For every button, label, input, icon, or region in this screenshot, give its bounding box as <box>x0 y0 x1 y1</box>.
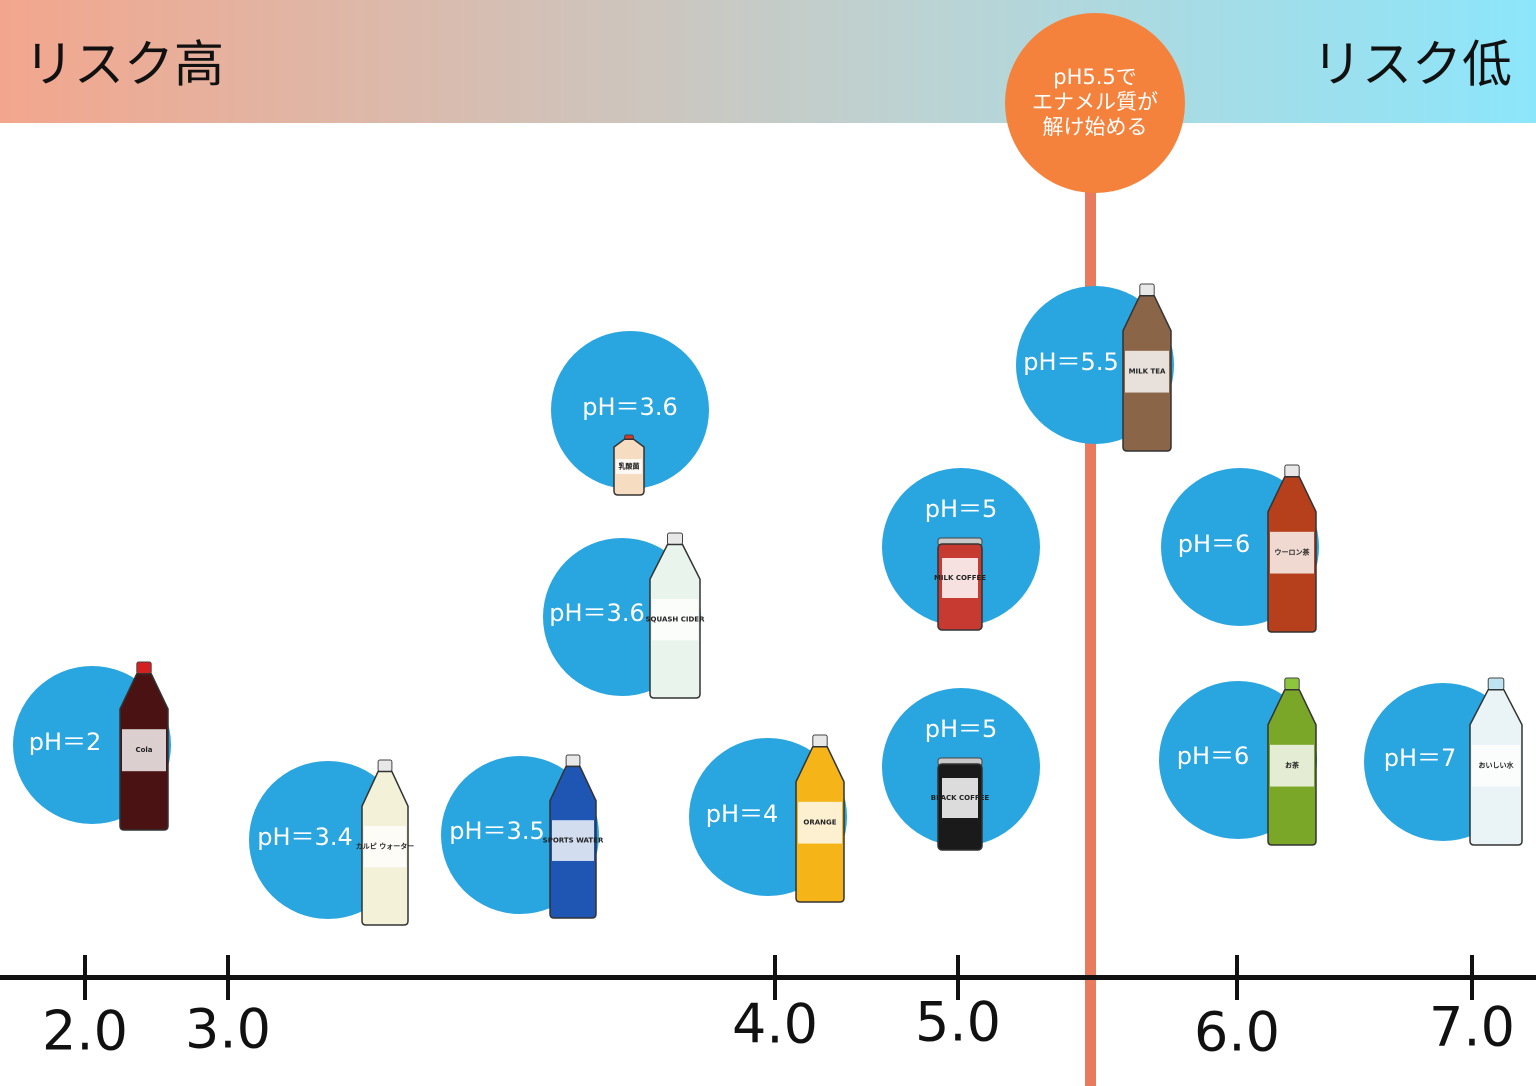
bottle-cap <box>377 759 393 773</box>
drink-item: Cola <box>119 661 169 831</box>
drink-brand: おいしい水 <box>1479 761 1515 770</box>
drink-brand: カルピ ウォーター <box>356 842 414 851</box>
axis-tick-label: 3.0 <box>185 998 271 1061</box>
axis-tick-label: 7.0 <box>1429 996 1515 1059</box>
drink-brand: SPORTS WATER <box>543 837 604 845</box>
drink-item: おいしい水 <box>1469 677 1523 846</box>
drink-circle <box>551 331 709 489</box>
drink-brand: 乳酸菌 <box>619 462 640 471</box>
bottle-label-bg <box>552 820 594 861</box>
drink-item: 乳酸菌 <box>613 434 645 496</box>
drink-brand: BLACK COFFEE <box>931 794 990 802</box>
bottle-label-bg <box>1472 744 1520 787</box>
axis-tick <box>956 955 960 1000</box>
bottle-cap <box>1284 464 1300 478</box>
header-left: リスク高 <box>24 36 224 94</box>
drink-ph-label: pH＝5 <box>925 495 998 523</box>
axis-tick-label: 6.0 <box>1194 1001 1280 1064</box>
drink-brand: ウーロン茶 <box>1275 548 1311 557</box>
drink-ph-label: pH＝5 <box>925 715 998 743</box>
drink-item: カルピ ウォーター <box>356 759 414 926</box>
bottle-label-bg <box>1270 744 1314 787</box>
drink-item: MILK TEA <box>1122 283 1172 452</box>
drink-brand: MILK COFFEE <box>934 574 986 582</box>
bottle-cap <box>1139 283 1155 297</box>
bottle-label-bg <box>1270 531 1314 574</box>
bottle-cap <box>565 754 581 767</box>
drink-ph-label: pH＝6 <box>1177 742 1250 770</box>
header-right: リスク低 <box>1312 36 1512 94</box>
can-label-bg <box>942 558 978 598</box>
bottle-label-bg <box>616 459 642 474</box>
drink-item: SQUASH CIDER <box>646 532 706 699</box>
drink-ph-label: pH＝2 <box>29 728 102 756</box>
drink-ph-label: pH＝6 <box>1178 530 1251 558</box>
drink-ph-label: pH＝5.5 <box>1023 348 1118 376</box>
bottle-label-bg <box>364 826 406 868</box>
axis-tick <box>226 955 230 1000</box>
axis-tick-label: 5.0 <box>915 991 1001 1054</box>
drink-item: ORANGE <box>795 734 845 903</box>
axis-line <box>0 975 1536 980</box>
bottle-label-bg <box>652 599 698 641</box>
drink-item: ウーロン茶 <box>1267 464 1317 633</box>
drink-ph-label: pH＝4 <box>706 800 779 828</box>
bottle-cap <box>812 734 828 748</box>
drink-brand: ORANGE <box>803 819 836 827</box>
axis-tick-label: 2.0 <box>42 1000 128 1063</box>
bottle-label-bg <box>798 801 842 844</box>
drink-ph-label: pH＝3.4 <box>257 823 352 851</box>
threshold-line <box>1085 150 1096 1086</box>
drink-ph-label: pH＝3.5 <box>449 817 544 845</box>
bottle-label-bg <box>1125 350 1169 393</box>
axis-tick <box>1235 955 1239 1000</box>
threshold-text: 解け始める <box>1043 115 1148 139</box>
axis-tick <box>1470 955 1474 1000</box>
drink-ph-label: pH＝7 <box>1384 744 1457 772</box>
can-label-bg <box>942 778 978 818</box>
drink-item: MILK COFFEE <box>934 537 986 631</box>
threshold-circle <box>1005 13 1185 193</box>
axis-tick-label: 4.0 <box>732 993 818 1056</box>
header-band <box>0 0 1536 123</box>
threshold-text: エナメル質が <box>1032 90 1158 114</box>
axis-tick <box>773 955 777 1000</box>
bottle-cap <box>667 532 683 546</box>
bottle-label-bg <box>122 729 166 772</box>
axis-tick <box>83 955 87 1000</box>
drink-item: SPORTS WATER <box>543 754 604 919</box>
drink-item: お茶 <box>1267 677 1317 846</box>
drink-item: BLACK COFFEE <box>931 757 990 851</box>
bottle-cap <box>136 661 152 675</box>
bottle-cap <box>1284 677 1300 691</box>
drink-ph-label: pH＝3.6 <box>582 393 677 421</box>
drink-ph-label: pH＝3.6 <box>549 599 644 627</box>
drink-brand: SQUASH CIDER <box>646 616 706 624</box>
threshold-text: pH5.5で <box>1053 65 1137 89</box>
drink-brand: お茶 <box>1285 761 1300 770</box>
drink-brand: MILK TEA <box>1129 368 1166 376</box>
bottle-cap <box>1487 677 1505 691</box>
drink-brand: Cola <box>135 746 152 754</box>
